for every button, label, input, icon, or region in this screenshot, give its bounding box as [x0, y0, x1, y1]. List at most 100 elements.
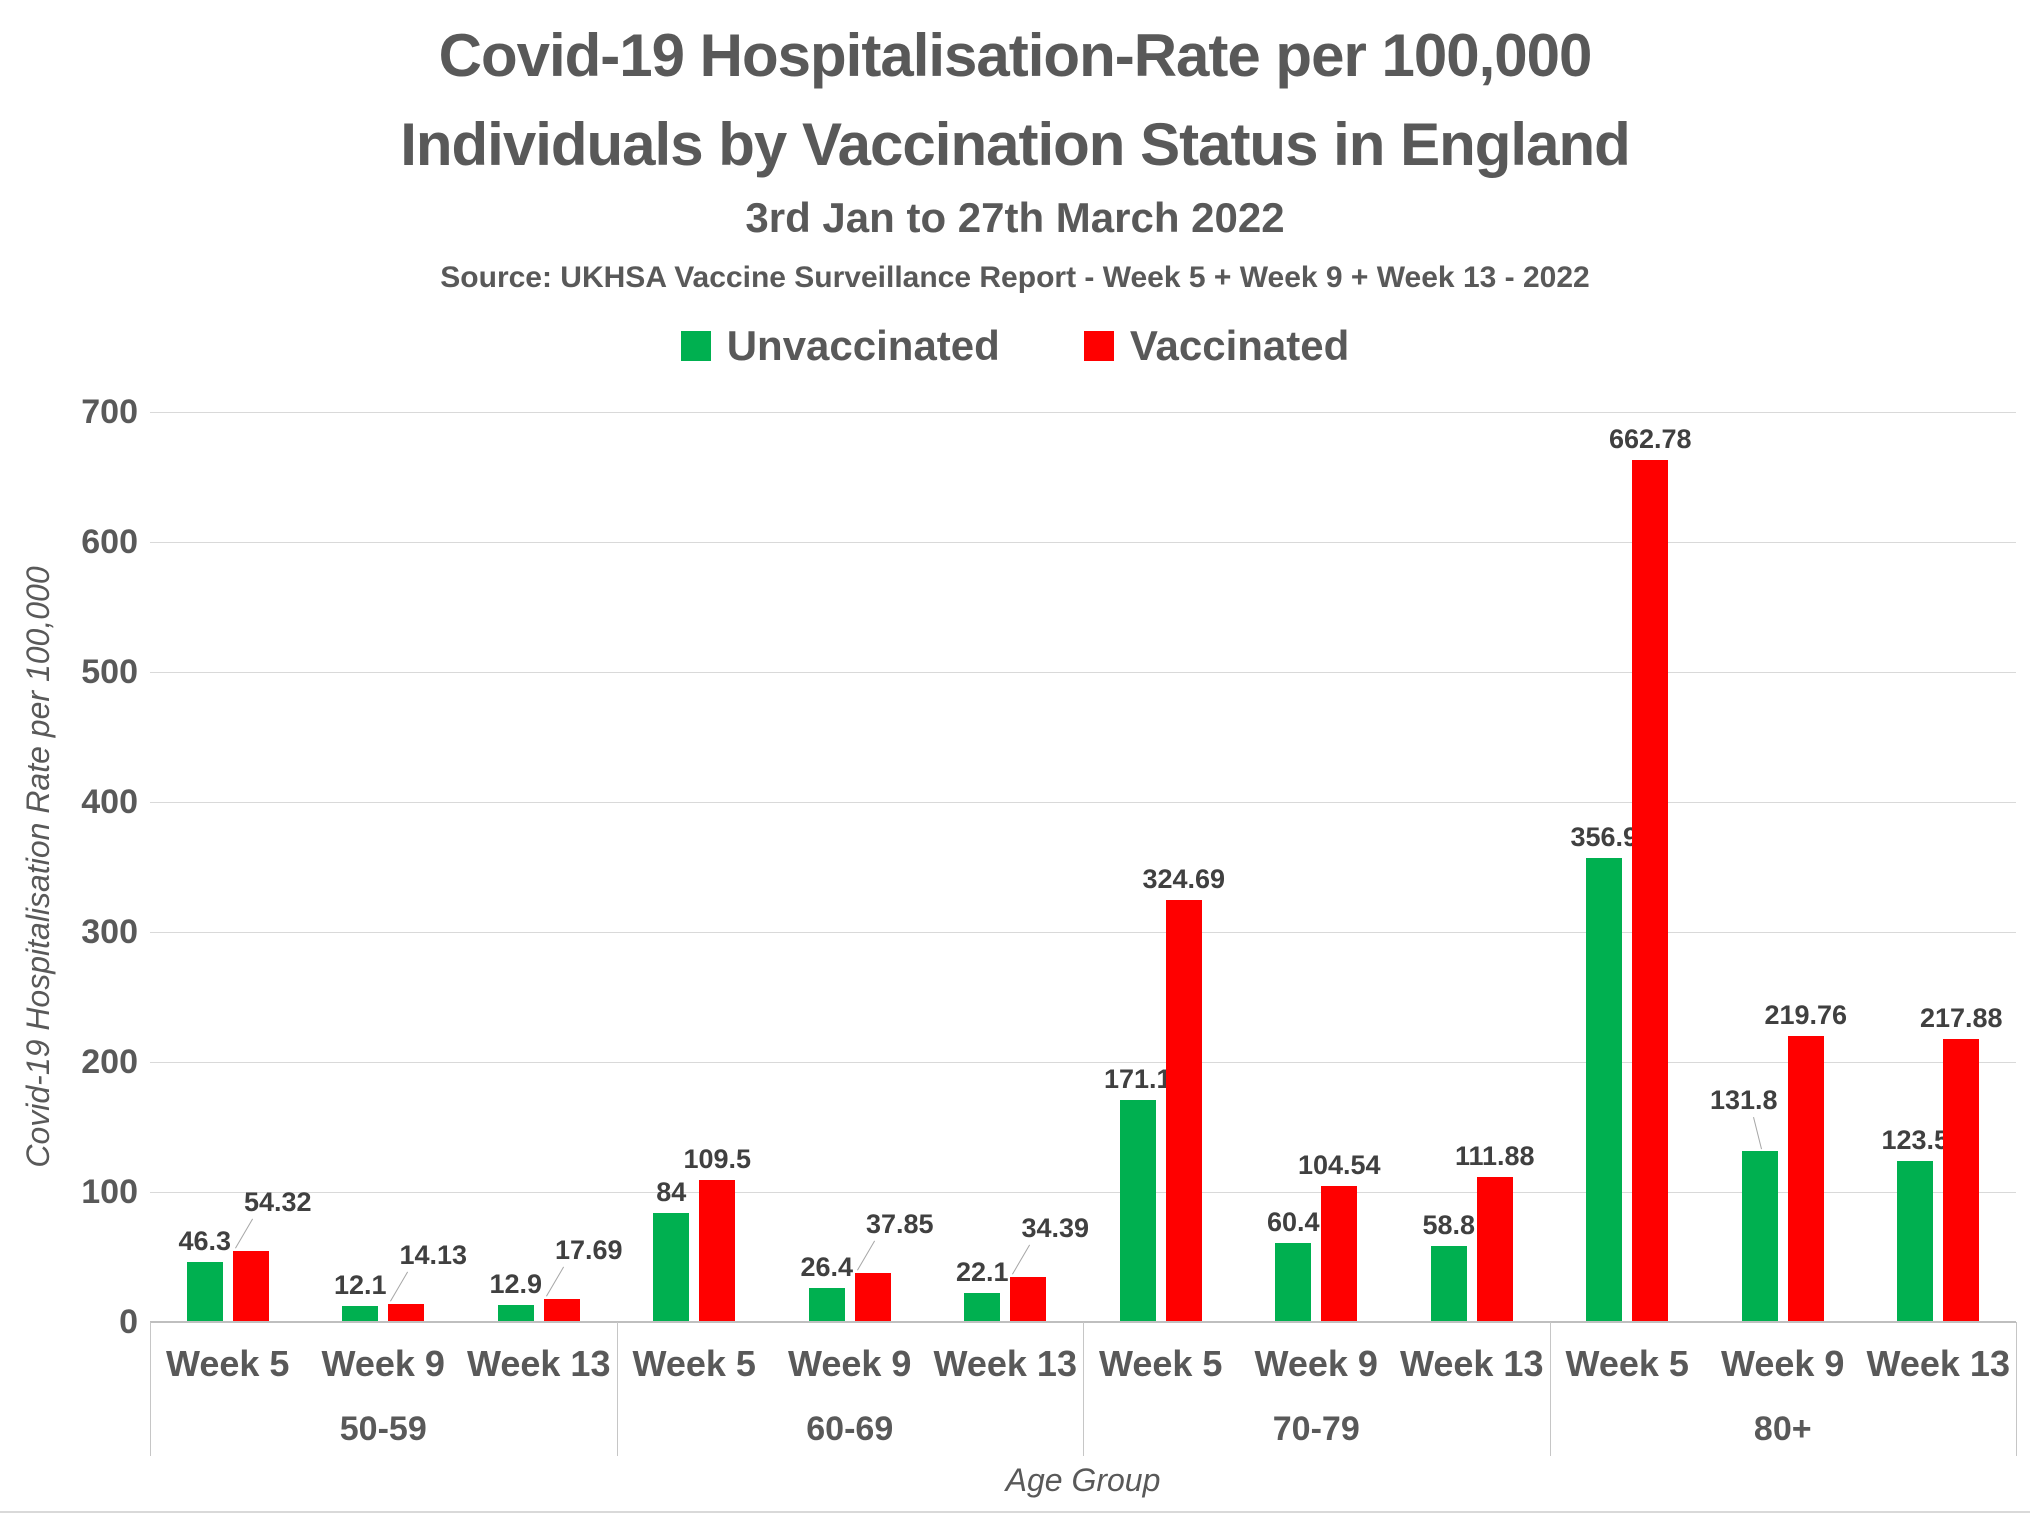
- bar-vaccinated-4: [854, 1272, 891, 1322]
- data-label-vaccinated-7: 104.54: [1297, 1150, 1381, 1181]
- category-divider: [1549, 1322, 1551, 1456]
- y-tick-label: 500: [81, 653, 138, 691]
- bar-unvaccinated-3: [653, 1212, 690, 1322]
- data-label-leader: [390, 1271, 409, 1302]
- data-label-leader: [234, 1219, 253, 1249]
- legend-swatch-unvaccinated: [680, 331, 711, 361]
- age-group-label: 50-59: [339, 1410, 427, 1448]
- data-label-vaccinated-4: 37.85: [865, 1208, 934, 1239]
- week-label: Week 9: [788, 1343, 912, 1384]
- data-label-vaccinated-2: 17.69: [554, 1235, 623, 1265]
- bar-vaccinated-0: [232, 1251, 269, 1322]
- bar-unvaccinated-1: [342, 1306, 379, 1322]
- data-label-vaccinated-11: 217.88: [1919, 1002, 2003, 1033]
- y-tick-label: 100: [81, 1173, 138, 1211]
- bar-vaccinated-5: [1010, 1277, 1047, 1322]
- chart-source: Source: UKHSA Vaccine Surveillance Repor…: [440, 261, 1590, 294]
- bar-unvaccinated-6: [1119, 1099, 1156, 1322]
- week-label: Week 13: [1866, 1343, 2010, 1384]
- data-label-leader: [1752, 1116, 1762, 1149]
- data-label-vaccinated-3: 109.5: [683, 1143, 752, 1174]
- week-label: Week 5: [632, 1343, 756, 1384]
- category-divider: [616, 1322, 618, 1456]
- bar-unvaccinated-7: [1275, 1243, 1312, 1322]
- week-label: Week 9: [1721, 1343, 1845, 1384]
- data-label-unvaccinated-1: 12.1: [333, 1270, 387, 1301]
- legend-swatch-vaccinated: [1083, 331, 1114, 361]
- bar-vaccinated-3: [699, 1179, 736, 1322]
- bar-unvaccinated-2: [497, 1305, 534, 1322]
- bar-unvaccinated-5: [964, 1293, 1001, 1322]
- gridline-600: [150, 541, 2016, 543]
- age-group-label: 60-69: [806, 1410, 894, 1448]
- age-group-label: 70-79: [1272, 1410, 1360, 1448]
- bar-unvaccinated-0: [186, 1261, 223, 1322]
- gridline-500: [150, 671, 2016, 673]
- chart-title-line2: Individuals by Vaccination Status in Eng…: [400, 111, 1631, 178]
- y-tick-label: 300: [81, 913, 138, 951]
- y-tick-label: 400: [81, 783, 138, 821]
- gridline-300: [150, 931, 2016, 933]
- data-label-vaccinated-1: 14.13: [399, 1239, 468, 1270]
- bar-unvaccinated-4: [808, 1287, 845, 1322]
- bar-vaccinated-7: [1321, 1186, 1358, 1322]
- legend-item: Unvaccinated: [680, 322, 1000, 369]
- chart-title-line1: Covid-19 Hospitalisation-Rate per 100,00…: [438, 22, 1593, 89]
- week-label: Week 5: [1565, 1343, 1689, 1384]
- week-label: Week 5: [1099, 1343, 1223, 1384]
- data-label-unvaccinated-10: 131.8: [1709, 1084, 1778, 1115]
- data-label-leader: [545, 1267, 564, 1297]
- data-label-vaccinated-9: 662.78: [1608, 424, 1692, 455]
- data-label-unvaccinated-11: 123.5: [1881, 1125, 1950, 1156]
- data-label-unvaccinated-2: 12.9: [489, 1269, 543, 1300]
- data-label-unvaccinated-9: 356.9: [1570, 822, 1639, 853]
- bar-unvaccinated-10: [1741, 1150, 1778, 1322]
- legend-label: Unvaccinated: [726, 322, 1000, 369]
- gridline-700: [150, 411, 2016, 413]
- bar-vaccinated-6: [1165, 899, 1202, 1322]
- data-label-unvaccinated-7: 60.4: [1266, 1207, 1320, 1238]
- week-label: Week 13: [933, 1343, 1077, 1384]
- week-label: Week 5: [166, 1343, 290, 1384]
- category-divider: [1083, 1322, 1084, 1456]
- data-label-unvaccinated-5: 22.1: [955, 1257, 1009, 1288]
- chart-subtitle: 3rd Jan to 27th March 2022: [745, 194, 1285, 241]
- gridline-400: [150, 801, 2016, 803]
- age-group-label: 80+: [1753, 1410, 1812, 1448]
- gridline-200: [150, 1061, 2016, 1063]
- gridline-100: [150, 1191, 2016, 1193]
- data-label-vaccinated-10: 219.76: [1764, 1000, 1848, 1031]
- chart-bottom-border: [0, 1511, 2030, 1513]
- data-label-leader: [1012, 1245, 1031, 1275]
- bar-unvaccinated-9: [1586, 858, 1623, 1322]
- bar-unvaccinated-11: [1897, 1161, 1934, 1322]
- category-divider: [2016, 1322, 2017, 1456]
- bar-vaccinated-9: [1632, 460, 1669, 1322]
- y-tick-label: 600: [81, 523, 138, 561]
- y-tick-label: 0: [119, 1303, 138, 1341]
- legend: Unvaccinated Vaccinated: [0, 324, 2030, 368]
- data-label-leader: [856, 1240, 875, 1271]
- week-label: Week 9: [321, 1343, 445, 1384]
- data-label-vaccinated-5: 34.39: [1021, 1213, 1090, 1244]
- data-label-vaccinated-6: 324.69: [1142, 863, 1226, 894]
- bar-vaccinated-1: [388, 1303, 425, 1322]
- data-label-vaccinated-0: 54.32: [243, 1187, 312, 1218]
- week-label: Week 13: [467, 1343, 611, 1384]
- y-axis-title: Covid-19 Hospitalisation Rate per 100,00…: [20, 566, 56, 1168]
- y-tick-label: 200: [81, 1043, 138, 1081]
- x-axis-title: Age Group: [1005, 1462, 1161, 1498]
- bar-unvaccinated-8: [1430, 1245, 1467, 1322]
- week-label: Week 13: [1400, 1343, 1544, 1384]
- bar-vaccinated-8: [1476, 1176, 1513, 1322]
- data-label-vaccinated-8: 111.88: [1454, 1140, 1535, 1171]
- data-label-unvaccinated-8: 58.8: [1422, 1209, 1476, 1240]
- legend-label: Vaccinated: [1129, 322, 1350, 369]
- legend-item: Vaccinated: [1083, 322, 1350, 369]
- week-label: Week 9: [1254, 1343, 1378, 1384]
- data-label-unvaccinated-6: 171.1: [1103, 1063, 1172, 1094]
- bar-vaccinated-11: [1943, 1038, 1980, 1322]
- bar-vaccinated-10: [1787, 1036, 1824, 1322]
- data-label-unvaccinated-0: 46.3: [178, 1225, 232, 1256]
